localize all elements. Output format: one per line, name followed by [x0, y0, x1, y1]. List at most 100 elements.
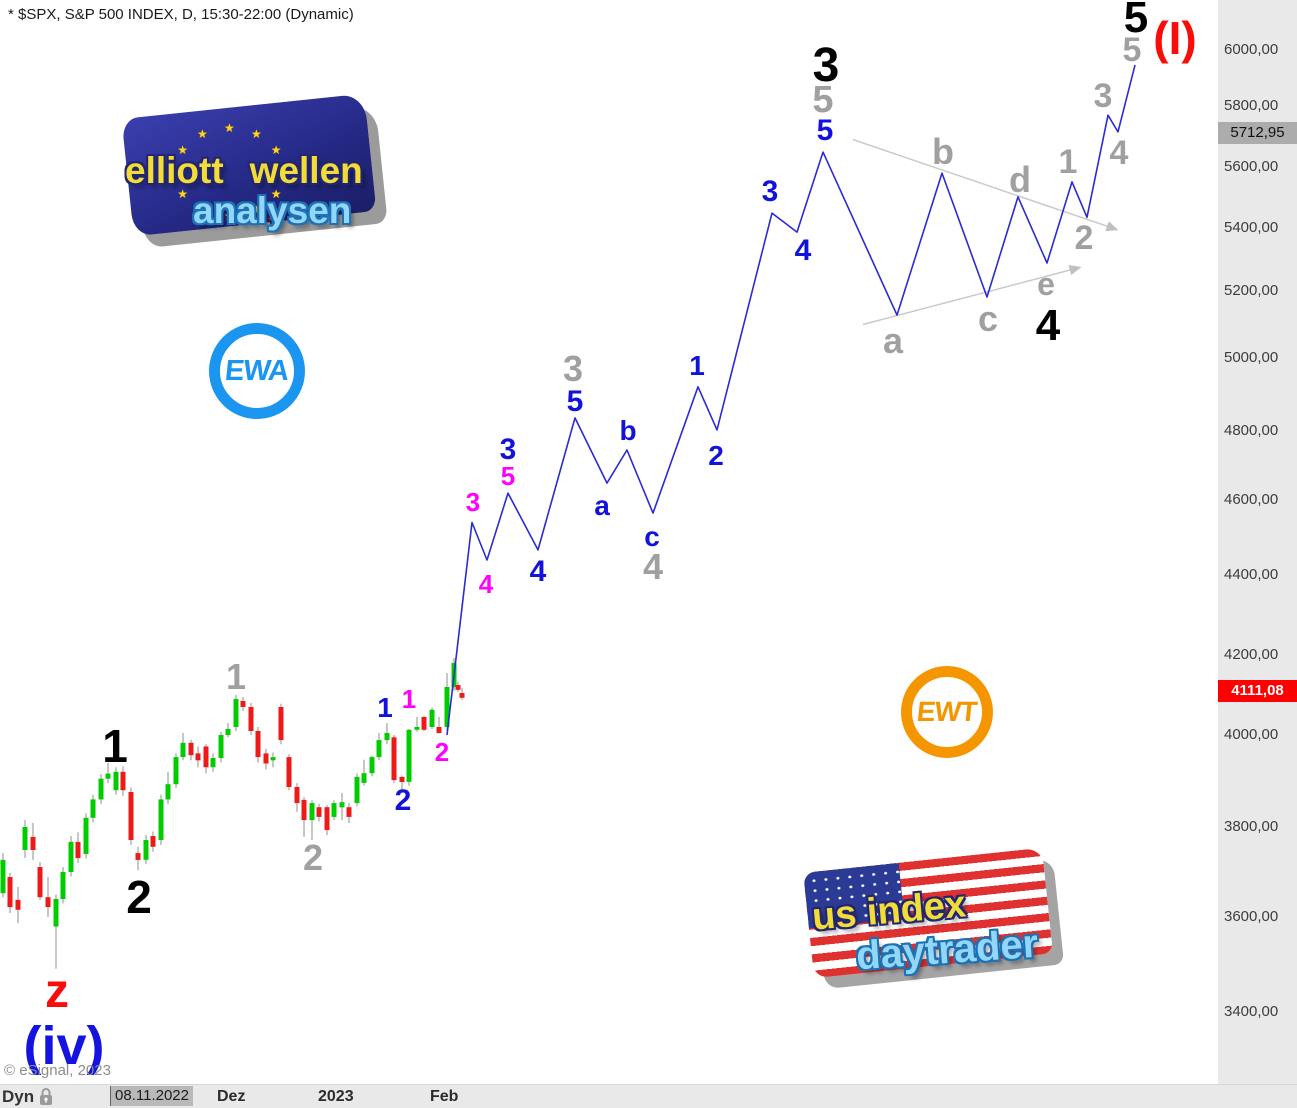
wave-label-blue-1: 1	[377, 692, 393, 723]
candle-body	[75, 841, 81, 859]
wave-label-magenta-4: 4	[478, 569, 494, 599]
axis-tick-label: 4400,00	[1224, 566, 1279, 583]
wave-label-blue-5: 5	[566, 385, 584, 418]
candle-body	[195, 753, 201, 761]
candle-body	[384, 733, 390, 741]
candle-body	[339, 802, 345, 808]
axis-tick-label: 3600,00	[1224, 908, 1279, 925]
wave-label-gray-b: b	[932, 131, 954, 172]
candle-body	[120, 771, 126, 791]
candle-body	[414, 727, 420, 730]
axis-tick-label: 3800,00	[1224, 818, 1279, 835]
wave-label-blue-4: 4	[529, 555, 547, 588]
axis-tick-label: 5000,00	[1224, 349, 1279, 366]
candle-body	[263, 753, 269, 764]
axis-tick-label: 4200,00	[1224, 646, 1279, 663]
chart-title: * $SPX, S&P 500 INDEX, D, 15:30-22:00 (D…	[8, 6, 354, 23]
candle-body	[0, 859, 6, 894]
candle-body	[436, 727, 442, 733]
candle-body	[60, 872, 66, 899]
elliott-wave-projection-line	[446, 64, 1136, 736]
time-axis[interactable]: Dyn 08.11.2022 Dez 2023 Feb	[0, 1084, 1297, 1108]
copyright-note: © eSignal, 2023	[4, 1062, 111, 1079]
candle-body	[150, 836, 156, 847]
candle-body	[270, 757, 276, 761]
candle-body	[459, 693, 465, 698]
wave-label-red-(I): (I)	[1153, 12, 1197, 64]
candle-body	[294, 787, 300, 804]
wave-label-blue-3: 3	[499, 433, 517, 466]
wave-label-blue-5: 5	[816, 114, 834, 147]
candle-body	[444, 687, 450, 727]
wave-label-gray-2: 2	[302, 837, 324, 878]
time-axis-label-Feb: Feb	[430, 1088, 459, 1105]
candle-body	[45, 897, 51, 908]
candle-body	[218, 735, 224, 758]
candle-body	[391, 737, 397, 781]
candle-body	[158, 799, 164, 840]
candle-body	[225, 729, 231, 735]
candle-body	[98, 778, 104, 800]
dyn-mode-button[interactable]: Dyn	[2, 1087, 35, 1106]
last-price-badge: 4111,08	[1218, 679, 1297, 702]
candle-body	[203, 746, 209, 768]
candle-body	[278, 707, 284, 741]
price-axis[interactable]: 6000,00 5800,00 5600,00 5400,00 5200,00 5000,…	[1218, 0, 1297, 1108]
wave-label-blue-3: 3	[761, 175, 779, 208]
candle-body	[376, 740, 382, 758]
wave-label-blue-c: c	[644, 521, 660, 552]
wave-label-black-4: 4	[1035, 301, 1061, 350]
candle-body	[324, 807, 330, 831]
candle-body	[240, 701, 246, 707]
time-axis-label-Dez: Dez	[217, 1088, 246, 1105]
wave-label-gray-3: 3	[1093, 77, 1113, 115]
axis-tick-label: 5800,00	[1224, 97, 1279, 114]
wave-label-blue-2: 2	[708, 440, 724, 471]
candle-body	[53, 899, 59, 927]
candle-body	[165, 784, 171, 800]
wave-label-gray-4: 4	[1109, 134, 1129, 172]
start-date-box[interactable]: 08.11.2022	[110, 1086, 193, 1106]
wave-label-blue-2: 2	[394, 784, 412, 817]
wave-label-magenta-3: 3	[465, 487, 481, 517]
wave-label-black-3: 3	[812, 39, 840, 92]
channel-arrow-line	[852, 138, 1119, 232]
wave-label-black-2: 2	[126, 871, 152, 923]
candle-body	[361, 773, 367, 783]
wave-label-magenta-2: 2	[434, 737, 450, 767]
candle-body	[331, 803, 337, 817]
axis-tick-label: 5200,00	[1224, 282, 1279, 299]
candle-body	[354, 776, 360, 804]
wave-label-gray-2: 2	[1074, 219, 1094, 257]
candle-body	[399, 776, 405, 782]
wave-label-blue-b: b	[619, 415, 637, 446]
candle-body	[429, 709, 435, 727]
candle-body	[316, 807, 322, 817]
candle-body	[301, 799, 307, 821]
candle-body	[7, 877, 13, 908]
price-chart-canvas[interactable]	[0, 0, 1218, 1085]
axis-tick-label: 4600,00	[1224, 491, 1279, 508]
wave-label-gray-1: 1	[225, 656, 247, 697]
wave-label-gray-4: 4	[642, 546, 664, 587]
candle-body	[90, 799, 96, 818]
lock-icon[interactable]	[37, 1087, 55, 1108]
candle-body	[248, 707, 254, 731]
wave-label-magenta-1: 1	[401, 684, 417, 714]
candle-body	[68, 841, 74, 872]
wave-label-blue-a: a	[594, 490, 610, 521]
candle-body	[286, 757, 292, 787]
candle-body	[233, 699, 239, 727]
time-axis-label-2023: 2023	[318, 1088, 354, 1105]
wave-label-black-5: 5	[1123, 0, 1149, 42]
wave-label-gray-1: 1	[1058, 143, 1078, 181]
channel-arrow-line	[862, 264, 1082, 326]
candle-body	[37, 867, 43, 898]
candle-body	[309, 803, 315, 821]
axis-tick-label: 4000,00	[1224, 726, 1279, 743]
wave-label-blue-4: 4	[794, 234, 812, 267]
wave-line	[446, 64, 1136, 736]
candle-body	[180, 742, 186, 758]
candle-body	[30, 836, 36, 850]
candle-body	[188, 742, 194, 756]
